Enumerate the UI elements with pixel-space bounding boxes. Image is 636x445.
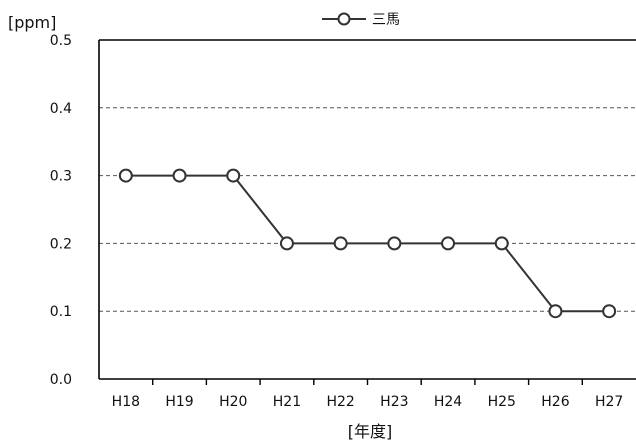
data-point-marker (494, 236, 509, 251)
y-tick-label: 0.1 (50, 304, 72, 320)
x-axis-title: [年度] (348, 422, 393, 441)
data-point-marker (602, 304, 617, 319)
data-point-marker (441, 236, 456, 251)
data-point-marker (387, 236, 402, 251)
legend-label: 三馬 (372, 12, 400, 28)
grid-lines (99, 107, 636, 312)
x-tick-label: H24 (434, 394, 462, 410)
y-tick-label: 0.4 (50, 101, 72, 117)
y-tick-label: 0.3 (50, 169, 72, 185)
data-point-marker (548, 304, 563, 319)
x-tick-label: H18 (112, 394, 140, 410)
x-tick-labels: H18 H19 H20 H21 H22 H23 H24 H25 H26 H27 (112, 394, 624, 410)
x-tick-label: H22 (326, 394, 354, 410)
x-tick-label: H19 (165, 394, 193, 410)
legend: 三馬 (322, 12, 400, 28)
series-plot (118, 168, 617, 319)
x-tick-label: H25 (488, 394, 516, 410)
y-tick-labels: 0.0 0.1 0.2 0.3 0.4 0.5 (50, 33, 72, 388)
data-point-marker (279, 236, 294, 251)
y-tick-label: 0.0 (50, 372, 72, 388)
x-tick-label: H23 (380, 394, 408, 410)
y-tick-label: 0.2 (50, 236, 72, 252)
y-tick-label: 0.5 (50, 33, 72, 49)
x-tick-label: H20 (219, 394, 247, 410)
x-tick-label: H27 (595, 394, 623, 410)
data-point-marker (333, 236, 348, 251)
data-point-marker (118, 168, 133, 183)
series-line (125, 174, 610, 313)
data-point-marker (226, 168, 241, 183)
axes (98, 39, 636, 385)
legend-marker-swatch (337, 12, 351, 26)
data-point-marker (172, 168, 187, 183)
y-axis-title: [ppm] (8, 13, 56, 32)
x-tick-label: H26 (541, 394, 569, 410)
x-tick-label: H21 (273, 394, 301, 410)
